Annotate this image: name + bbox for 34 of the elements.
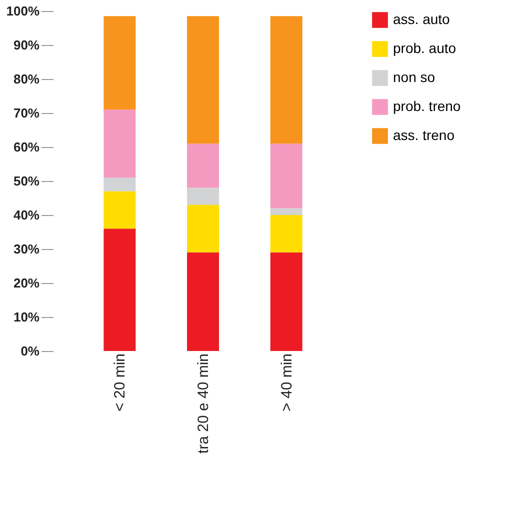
legend-label: prob. treno <box>393 98 461 114</box>
bar <box>270 252 302 351</box>
bar <box>270 215 302 252</box>
y-tick-label: 50% <box>13 174 40 188</box>
bar <box>104 110 136 178</box>
bar <box>187 252 219 351</box>
y-tick-label: 60% <box>13 140 40 154</box>
bar <box>104 178 136 192</box>
bar <box>270 144 302 208</box>
y-tick-label: 70% <box>13 106 40 120</box>
legend-label: non so <box>393 69 436 85</box>
bar <box>187 144 219 188</box>
y-tick-label: 90% <box>13 38 40 52</box>
y-tick-label: 10% <box>13 310 40 324</box>
x-tick-label: < 20 min <box>112 354 129 412</box>
y-tick-label: 40% <box>13 208 40 222</box>
y-tick-label: 0% <box>20 344 40 358</box>
x-tick-label: > 40 min <box>278 354 296 412</box>
legend-label: ass. treno <box>393 127 455 143</box>
legend-label: prob. auto <box>393 40 456 56</box>
x-tick-label: tra 20 e 40 min <box>195 354 212 454</box>
legend-label: ass. auto <box>393 11 450 27</box>
bar <box>104 16 136 110</box>
bar <box>104 191 136 229</box>
bar <box>104 228 136 351</box>
bar <box>270 16 302 144</box>
y-tick-label: 80% <box>13 72 40 86</box>
y-tick-label: 100% <box>6 4 40 18</box>
bar <box>187 204 219 252</box>
bar <box>270 208 302 215</box>
bar <box>187 16 219 144</box>
bar <box>187 188 219 205</box>
y-tick-label: 30% <box>13 242 40 256</box>
y-tick-label: 20% <box>13 276 40 290</box>
